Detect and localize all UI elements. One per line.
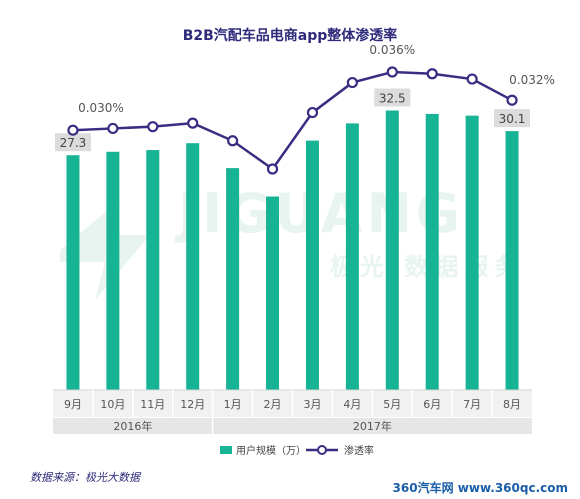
line-data-label: 0.036% <box>369 43 415 57</box>
x-tick-label: 4月 <box>343 398 361 411</box>
line-point <box>187 117 199 129</box>
line-point <box>346 76 358 89</box>
axis-band-years <box>53 418 532 434</box>
year-label: 2016年 <box>113 419 152 433</box>
line-point <box>147 121 159 133</box>
watermark-subtitle: 极光 数据服务 <box>330 253 524 281</box>
x-tick-label: 2月 <box>264 398 282 411</box>
line-path <box>72 70 513 171</box>
year-label: 2017年 <box>353 419 392 433</box>
watermark: JIGUANG 极光 数据服务 <box>60 182 524 300</box>
bar-data-label: 32.5 <box>379 92 406 106</box>
bar <box>266 196 280 390</box>
line-point <box>466 73 478 85</box>
line-point <box>67 124 79 136</box>
x-tick-label: 7月 <box>463 398 481 411</box>
legend-label-bar: 用户规模（万） <box>236 444 306 457</box>
x-tick-label: 5月 <box>383 398 401 411</box>
line-point <box>506 94 518 106</box>
x-axis: 9月 10月 11月 12月 1月 2月 3月 4月 5月 6月 7月 8月 2016年 2017年 <box>53 389 532 434</box>
x-tick-label: 10月 <box>100 398 125 411</box>
bar <box>226 168 240 390</box>
line-data-label: 0.030% <box>78 101 124 115</box>
bar-data-label: 30.1 <box>499 112 526 126</box>
line-point <box>386 66 398 78</box>
bar <box>385 110 399 390</box>
x-tick-label: 12月 <box>180 398 205 411</box>
watermark-logo-icon <box>60 200 150 300</box>
line-data-label: 0.032% <box>509 73 555 87</box>
source-note: 数据来源：极光大数据 <box>30 471 142 484</box>
bar <box>345 123 359 391</box>
chart-title: B2B汽配车品电商app整体渗透率 <box>183 27 398 44</box>
legend-marker-icon <box>317 445 327 455</box>
legend-swatch-bar <box>220 446 232 454</box>
bar <box>106 151 120 390</box>
corner-watermark: 360汽车网 www.360qc.com <box>393 480 568 495</box>
bar-label-bg <box>374 88 411 107</box>
line-point <box>266 163 279 175</box>
bar-label-bg <box>54 133 91 152</box>
x-tick-label: 9月 <box>64 398 82 411</box>
x-tick-label: 11月 <box>140 398 165 411</box>
bar <box>146 150 160 390</box>
bar <box>425 113 439 390</box>
line-series: 0.030% 0.036% 0.032% <box>67 43 555 175</box>
bar <box>505 131 519 390</box>
line-point <box>306 106 319 119</box>
x-tick-label: 6月 <box>423 398 441 411</box>
bar <box>66 155 80 390</box>
watermark-brand: JIGUANG <box>174 182 464 245</box>
line-point <box>227 135 239 147</box>
bar <box>465 115 479 390</box>
x-tick-label: 3月 <box>303 398 321 411</box>
bar <box>305 140 319 390</box>
bar-label-bg <box>494 109 531 128</box>
bar <box>186 143 200 390</box>
line-point <box>426 68 438 80</box>
line-point <box>107 122 119 135</box>
x-tick-label: 8月 <box>503 398 521 411</box>
x-tick-label: 1月 <box>224 398 242 411</box>
bar-data-label: 27.3 <box>60 136 87 150</box>
legend: 用户规模（万） 渗透率 <box>220 444 374 457</box>
bar-series: 27.3 32.5 30.1 <box>54 88 531 391</box>
legend-label-line: 渗透率 <box>344 444 374 457</box>
